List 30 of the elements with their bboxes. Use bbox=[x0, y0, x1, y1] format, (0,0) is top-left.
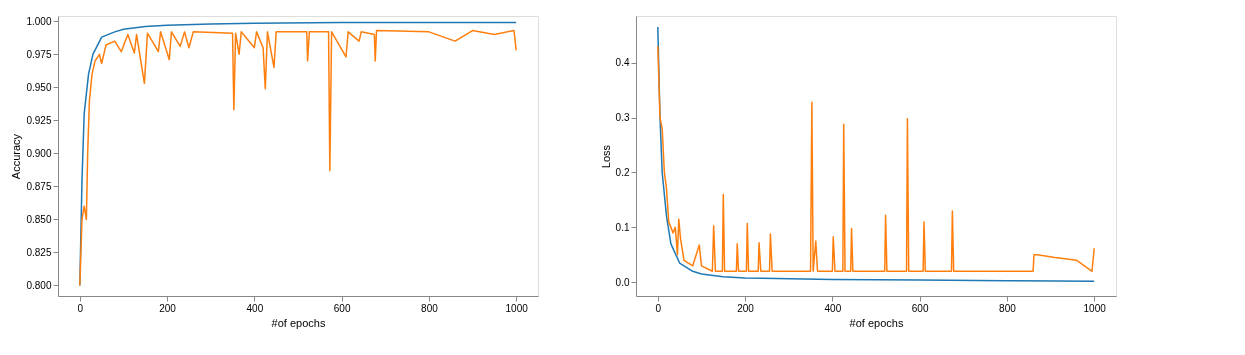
y-tick-label: 0.900 bbox=[26, 147, 52, 159]
x-tick-label: 1000 bbox=[505, 302, 529, 314]
x-tick-label: 600 bbox=[333, 302, 351, 314]
y-tick-label: 0.850 bbox=[26, 213, 52, 225]
y-tick-label: 0.825 bbox=[26, 246, 52, 258]
x-tick-label: 1000 bbox=[1083, 302, 1107, 314]
y-tick-label: 0.950 bbox=[26, 81, 52, 93]
x-tick-label: 400 bbox=[246, 302, 264, 314]
x-tick-label: 800 bbox=[999, 302, 1017, 314]
x-tick-label: 0 bbox=[655, 302, 662, 314]
x-tick-label: 0 bbox=[77, 302, 84, 314]
x-tick-label: 200 bbox=[737, 302, 755, 314]
y-tick-label: 0.875 bbox=[26, 180, 52, 192]
y-tick-label: 1.000 bbox=[26, 15, 52, 27]
y-tick-label: 0.975 bbox=[26, 48, 52, 60]
x-tick-label: 400 bbox=[824, 302, 842, 314]
x-axis-title: #of epochs bbox=[271, 316, 326, 329]
y-tick-label: 0.925 bbox=[26, 114, 52, 126]
y-tick-label: 0.3 bbox=[615, 112, 630, 124]
x-tick-label: 800 bbox=[421, 302, 439, 314]
x-tick-label: 600 bbox=[911, 302, 929, 314]
y-tick-label: 0.1 bbox=[615, 221, 630, 233]
y-tick-label: 0.0 bbox=[615, 276, 630, 288]
y-tick-label: 0.4 bbox=[615, 57, 630, 69]
y-axis-title: Loss bbox=[599, 144, 612, 169]
y-tick-label: 0.2 bbox=[615, 166, 630, 178]
y-tick-label: 0.800 bbox=[26, 279, 52, 291]
x-axis-title: #of epochs bbox=[849, 316, 904, 329]
y-axis-title: Accuracy bbox=[10, 133, 23, 180]
x-tick-label: 200 bbox=[159, 302, 177, 314]
